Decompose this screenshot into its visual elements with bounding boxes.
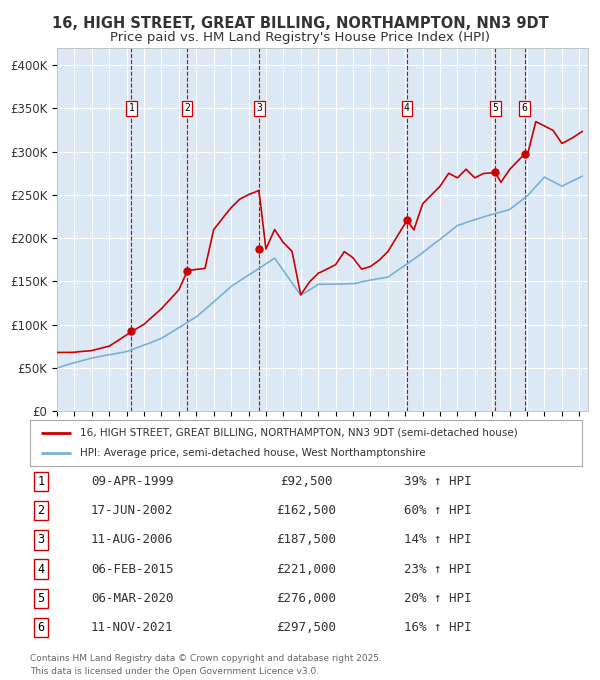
Text: 16, HIGH STREET, GREAT BILLING, NORTHAMPTON, NN3 9DT: 16, HIGH STREET, GREAT BILLING, NORTHAMP… xyxy=(52,16,548,31)
Text: 6: 6 xyxy=(37,621,44,634)
Text: 09-APR-1999: 09-APR-1999 xyxy=(91,475,173,488)
Text: Contains HM Land Registry data © Crown copyright and database right 2025.
This d: Contains HM Land Registry data © Crown c… xyxy=(30,654,382,676)
Text: 6: 6 xyxy=(522,103,527,114)
Text: 16% ↑ HPI: 16% ↑ HPI xyxy=(404,621,472,634)
Text: 3: 3 xyxy=(256,103,262,114)
Text: 16, HIGH STREET, GREAT BILLING, NORTHAMPTON, NN3 9DT (semi-detached house): 16, HIGH STREET, GREAT BILLING, NORTHAMP… xyxy=(80,428,517,437)
Text: 11-NOV-2021: 11-NOV-2021 xyxy=(91,621,173,634)
Text: 20% ↑ HPI: 20% ↑ HPI xyxy=(404,592,472,605)
Text: 39% ↑ HPI: 39% ↑ HPI xyxy=(404,475,472,488)
Text: £297,500: £297,500 xyxy=(276,621,336,634)
Text: £221,000: £221,000 xyxy=(276,562,336,576)
Text: 5: 5 xyxy=(37,592,44,605)
Text: 60% ↑ HPI: 60% ↑ HPI xyxy=(404,504,472,517)
Text: £187,500: £187,500 xyxy=(276,533,336,547)
Text: 4: 4 xyxy=(37,562,44,576)
Text: £276,000: £276,000 xyxy=(276,592,336,605)
Text: 1: 1 xyxy=(128,103,134,114)
Text: £92,500: £92,500 xyxy=(280,475,332,488)
Text: 14% ↑ HPI: 14% ↑ HPI xyxy=(404,533,472,547)
Text: 06-MAR-2020: 06-MAR-2020 xyxy=(91,592,173,605)
Text: 06-FEB-2015: 06-FEB-2015 xyxy=(91,562,173,576)
Text: £162,500: £162,500 xyxy=(276,504,336,517)
Text: HPI: Average price, semi-detached house, West Northamptonshire: HPI: Average price, semi-detached house,… xyxy=(80,448,425,458)
Text: 4: 4 xyxy=(404,103,410,114)
Text: 2: 2 xyxy=(184,103,190,114)
Text: 2: 2 xyxy=(37,504,44,517)
Text: 11-AUG-2006: 11-AUG-2006 xyxy=(91,533,173,547)
Text: 5: 5 xyxy=(493,103,499,114)
Text: Price paid vs. HM Land Registry's House Price Index (HPI): Price paid vs. HM Land Registry's House … xyxy=(110,31,490,44)
Text: 1: 1 xyxy=(37,475,44,488)
Text: 3: 3 xyxy=(37,533,44,547)
Text: 17-JUN-2002: 17-JUN-2002 xyxy=(91,504,173,517)
Text: 23% ↑ HPI: 23% ↑ HPI xyxy=(404,562,472,576)
